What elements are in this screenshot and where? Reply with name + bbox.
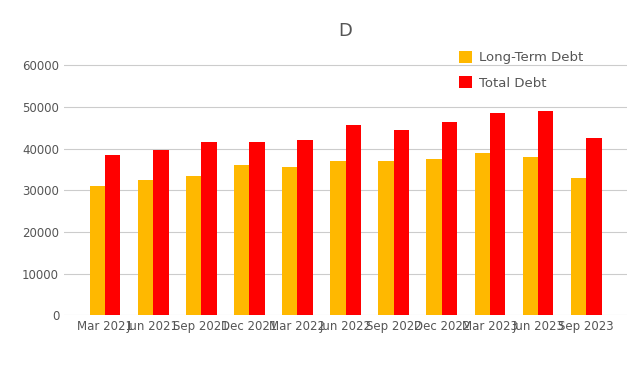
Bar xyxy=(442,122,457,315)
Bar xyxy=(346,125,361,315)
Bar xyxy=(523,157,538,315)
Bar xyxy=(153,150,168,315)
Title: D: D xyxy=(339,22,353,40)
Bar xyxy=(250,142,265,315)
Bar xyxy=(394,130,409,315)
Legend: Long-Term Debt, Total Debt: Long-Term Debt, Total Debt xyxy=(454,46,588,95)
Bar xyxy=(282,167,298,315)
Bar xyxy=(378,161,394,315)
Bar xyxy=(475,153,490,315)
Bar xyxy=(586,138,602,315)
Bar xyxy=(538,111,554,315)
Bar xyxy=(234,165,250,315)
Bar xyxy=(90,186,105,315)
Bar xyxy=(298,140,313,315)
Bar xyxy=(201,142,216,315)
Bar xyxy=(186,176,201,315)
Bar xyxy=(571,178,586,315)
Bar xyxy=(426,159,442,315)
Bar xyxy=(490,113,506,315)
Bar xyxy=(138,180,153,315)
Bar xyxy=(105,155,120,315)
Bar xyxy=(330,161,346,315)
